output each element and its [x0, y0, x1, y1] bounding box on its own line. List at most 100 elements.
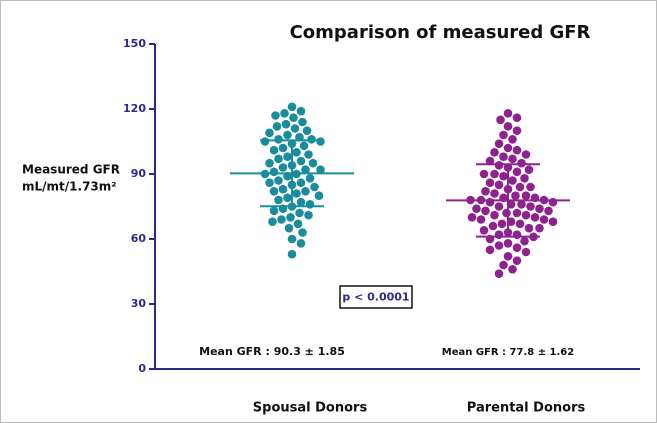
data-point	[283, 193, 292, 203]
data-point	[499, 171, 508, 181]
data-point	[307, 135, 316, 144]
data-point	[548, 217, 558, 226]
data-point	[316, 137, 325, 146]
data-point	[269, 167, 279, 177]
data-point	[503, 143, 513, 153]
data-point	[503, 122, 513, 131]
data-point	[283, 152, 292, 161]
data-point	[293, 219, 303, 229]
data-point	[265, 178, 274, 187]
data-point	[499, 130, 508, 140]
data-point	[488, 221, 498, 231]
data-point	[512, 208, 522, 218]
data-point	[269, 187, 279, 196]
data-point	[521, 210, 531, 220]
data-point	[286, 213, 295, 222]
x-tick-label: Spousal Donors	[253, 401, 368, 416]
data-point	[544, 206, 553, 216]
data-point	[296, 239, 306, 248]
data-point	[479, 226, 489, 235]
data-point	[305, 200, 315, 209]
data-point	[280, 109, 289, 118]
data-point	[499, 260, 508, 270]
data-point	[301, 165, 310, 174]
data-point	[535, 204, 544, 213]
data-point	[512, 243, 522, 252]
data-point	[274, 154, 283, 164]
y-tick-label: 0	[138, 362, 146, 375]
data-point	[485, 197, 495, 207]
data-point	[269, 206, 279, 216]
data-point	[512, 167, 522, 177]
data-point	[292, 189, 301, 198]
annotation: Mean GFR : 77.8 ± 1.62	[442, 347, 575, 358]
data-point	[521, 150, 531, 159]
data-point	[278, 143, 288, 153]
data-point	[296, 178, 306, 187]
data-point	[269, 145, 279, 155]
data-point	[287, 102, 297, 112]
p-value: p < 0.0001	[342, 291, 409, 304]
data-point	[268, 217, 277, 226]
data-point	[298, 228, 307, 237]
data-point	[277, 215, 286, 224]
data-point	[503, 109, 513, 118]
data-point	[304, 150, 313, 159]
data-point	[290, 124, 300, 133]
data-point	[494, 269, 504, 278]
data-point	[520, 236, 529, 246]
data-point	[308, 158, 318, 168]
data-point	[299, 141, 309, 151]
data-point	[535, 223, 544, 233]
data-point	[494, 139, 504, 148]
y-tick-label: 150	[123, 37, 146, 50]
data-point	[494, 230, 504, 239]
data-point	[508, 265, 517, 274]
data-point	[472, 204, 481, 213]
data-point	[295, 208, 304, 218]
data-point	[481, 187, 490, 196]
data-point	[521, 247, 531, 257]
data-point	[281, 119, 291, 129]
data-point	[526, 202, 535, 211]
data-point	[284, 223, 294, 233]
data-point	[520, 174, 529, 183]
x-tick-label: Parental Donors	[467, 401, 586, 416]
data-point	[524, 165, 534, 174]
data-point	[467, 213, 477, 222]
data-point	[490, 210, 499, 220]
data-point	[274, 135, 283, 144]
data-point	[481, 206, 490, 216]
data-point	[485, 156, 495, 166]
data-point	[508, 135, 517, 144]
data-point	[296, 156, 306, 166]
data-point	[494, 202, 504, 211]
data-point	[310, 182, 319, 192]
data-point	[278, 163, 288, 172]
data-point	[289, 113, 298, 122]
data-point	[305, 174, 315, 183]
data-point	[490, 148, 499, 157]
data-point	[548, 197, 558, 207]
data-point	[515, 182, 525, 192]
data-point	[496, 115, 505, 125]
annotation: Mean GFR : 90.3 ± 1.85	[199, 345, 345, 358]
y-tick-label: 120	[123, 102, 146, 115]
data-point	[283, 130, 292, 140]
data-point	[479, 169, 489, 179]
p-value-box	[339, 285, 413, 309]
data-point	[292, 148, 301, 157]
data-point	[287, 249, 297, 259]
data-point	[301, 187, 310, 196]
data-point	[499, 152, 508, 161]
data-point	[512, 145, 522, 155]
data-point	[503, 239, 513, 248]
data-point	[298, 117, 307, 127]
data-point	[502, 208, 511, 218]
data-point	[302, 126, 312, 135]
data-point	[508, 176, 517, 185]
data-point	[497, 219, 507, 229]
y-tick-label: 30	[131, 297, 147, 310]
